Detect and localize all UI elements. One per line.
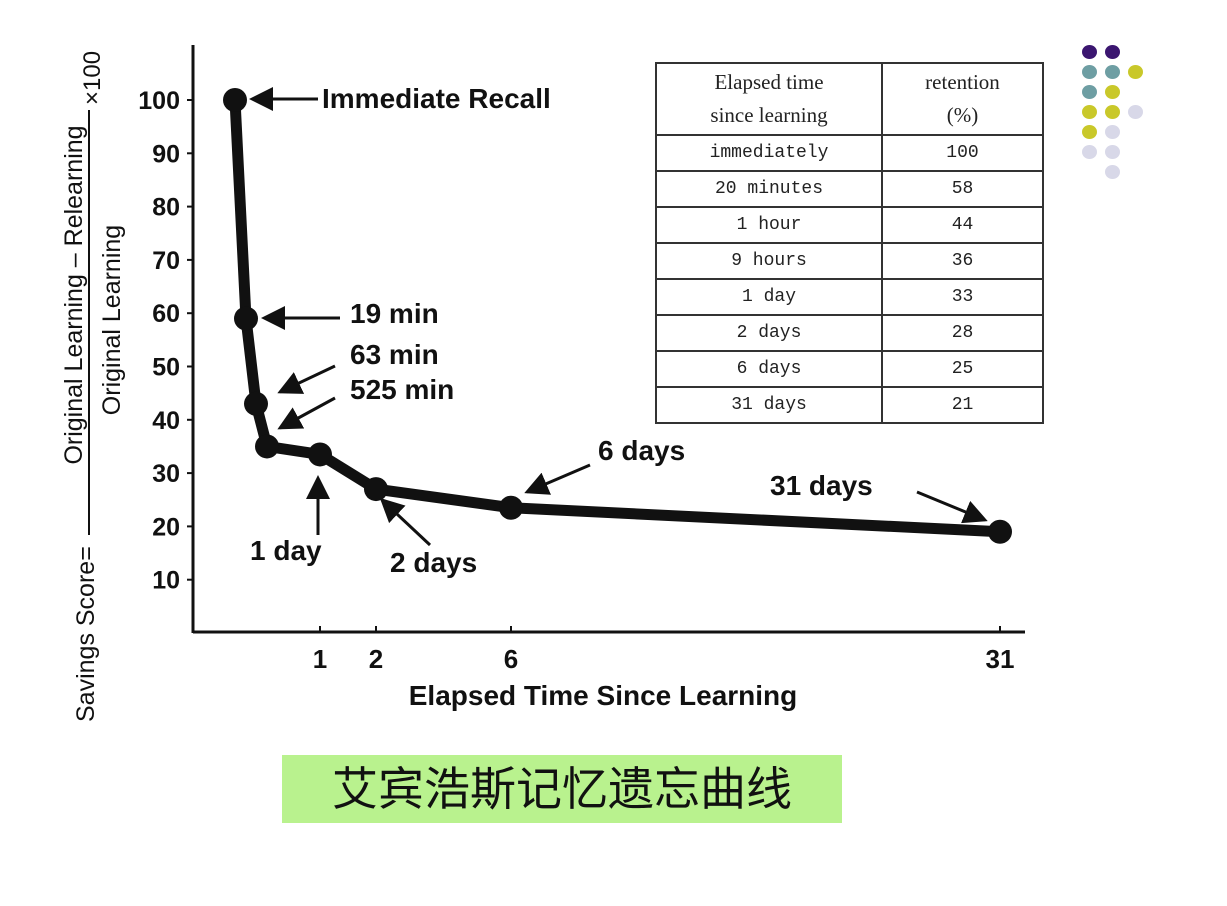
y-tick-label: 70 (152, 247, 180, 275)
decor-dot (1082, 45, 1097, 59)
annotation-arrow (379, 497, 432, 547)
annotation-arrow (916, 490, 988, 524)
annotation-label: 6 days (598, 435, 685, 466)
decor-dot (1105, 45, 1120, 59)
annotation-label: 2 days (390, 547, 477, 578)
elapsed-time-cell: 31 days (655, 386, 883, 424)
table-row: 6 days 25 (655, 350, 1044, 388)
annotation-label: 19 min (350, 298, 439, 329)
header-line: Elapsed time (714, 70, 824, 94)
annotation-label: 63 min (350, 339, 439, 370)
data-point (223, 88, 247, 112)
annotation-label: Immediate Recall (322, 83, 551, 114)
annotation-arrow (524, 463, 591, 495)
retention-cell: 100 (881, 134, 1044, 172)
decor-dot (1105, 125, 1120, 139)
elapsed-time-cell: 2 days (655, 314, 883, 352)
table-row: 9 hours 36 (655, 242, 1044, 280)
annotation-label: 525 min (350, 374, 454, 405)
y-tick-label: 100 (138, 87, 180, 115)
table-row: 1 day 33 (655, 278, 1044, 316)
header-elapsed-time: Elapsed time since learning (655, 62, 883, 136)
annotation-label: 1 day (250, 535, 322, 566)
decor-dot (1105, 85, 1120, 99)
x-axis-label: Elapsed Time Since Learning (409, 680, 798, 711)
y-label-numerator: Original Learning – Relearning (60, 125, 88, 464)
elapsed-time-cell: 20 minutes (655, 170, 883, 208)
y-tick-label: 30 (152, 460, 180, 488)
decor-dot (1128, 105, 1143, 119)
data-point (244, 391, 268, 416)
decor-dot (1082, 125, 1097, 139)
elapsed-time-cell: 1 day (655, 278, 883, 316)
x-tick-label: 1 (313, 644, 327, 674)
decor-dot (1082, 85, 1097, 99)
y-axis-label: Savings Score= Original Learning – Relea… (60, 51, 126, 722)
y-tick-label: 10 (152, 567, 180, 595)
decor-dot (1082, 145, 1097, 159)
x-tick-label: 2 (369, 644, 383, 674)
table-row: 2 days 28 (655, 314, 1044, 352)
header-line: retention (925, 70, 1000, 94)
decor-dot (1082, 105, 1097, 119)
data-point (234, 306, 258, 331)
decor-dot (1128, 65, 1143, 79)
retention-cell: 21 (881, 386, 1044, 424)
annotation-arrow (277, 396, 336, 430)
decor-dot (1082, 65, 1097, 79)
decor-dot (1105, 145, 1120, 159)
retention-cell: 44 (881, 206, 1044, 244)
table-row: 1 hour 44 (655, 206, 1044, 244)
caption-banner: 艾宾浩斯记忆遗忘曲线 (282, 755, 842, 823)
elapsed-time-cell: 6 days (655, 350, 883, 388)
data-point (988, 519, 1012, 544)
data-point (308, 442, 332, 467)
annotation-arrow (277, 364, 336, 394)
header-line: (%) (946, 103, 979, 127)
retention-cell: 33 (881, 278, 1044, 316)
retention-cell: 25 (881, 350, 1044, 388)
table-row: 20 minutes 58 (655, 170, 1044, 208)
elapsed-time-cell: 9 hours (655, 242, 883, 280)
data-point (364, 477, 388, 502)
decor-dot (1105, 105, 1120, 119)
y-label-multiplier: ×100 (79, 51, 106, 105)
retention-cell: 28 (881, 314, 1044, 352)
y-label-denominator: Original Learning (98, 225, 126, 415)
y-tick-label: 80 (152, 194, 180, 222)
y-tick-label: 60 (152, 300, 180, 328)
y-tick-label: 20 (152, 513, 180, 541)
annotation-label: 31 days (770, 470, 873, 501)
data-point (499, 495, 523, 520)
axes (191, 45, 1025, 634)
y-tick-label: 40 (152, 407, 180, 435)
elapsed-time-cell: immediately (655, 134, 883, 172)
header-line: since learning (710, 103, 828, 127)
header-retention: retention (%) (881, 62, 1044, 136)
y-label-prefix: Savings Score= (72, 546, 100, 722)
decor-dot (1105, 65, 1120, 79)
table-row: 31 days 21 (655, 386, 1044, 424)
table-header-row: Elapsed time since learning retention (%) (655, 62, 1044, 136)
x-tick-label: 6 (504, 644, 518, 674)
series-line (229, 99, 1001, 538)
x-tick-label: 31 (986, 644, 1015, 674)
y-tick-label: 50 (152, 354, 180, 382)
data-point (255, 434, 279, 459)
decor-dot (1105, 165, 1120, 179)
retention-cell: 58 (881, 170, 1044, 208)
retention-cell: 36 (881, 242, 1044, 280)
y-tick-label: 90 (152, 140, 180, 168)
elapsed-time-cell: 1 hour (655, 206, 883, 244)
retention-table: Elapsed time since learning retention (%) … (655, 62, 1044, 424)
table-row: immediately 100 (655, 134, 1044, 172)
